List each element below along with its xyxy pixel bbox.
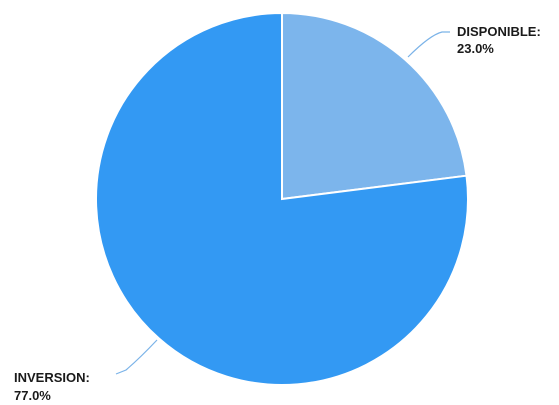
leader-line-inversion [115,339,158,375]
leader-line-disponible [407,31,450,58]
data-label-disponible-name: DISPONIBLE: [457,24,541,39]
pie-slice-disponible [281,11,468,201]
pie-slices [94,11,469,386]
data-label-inversion-name: INVERSION: [14,370,90,385]
data-label-disponible-value: 23.0% [457,41,494,56]
pie-slice-inversion [94,11,469,386]
data-label-inversion-value: 77.0% [14,388,51,403]
